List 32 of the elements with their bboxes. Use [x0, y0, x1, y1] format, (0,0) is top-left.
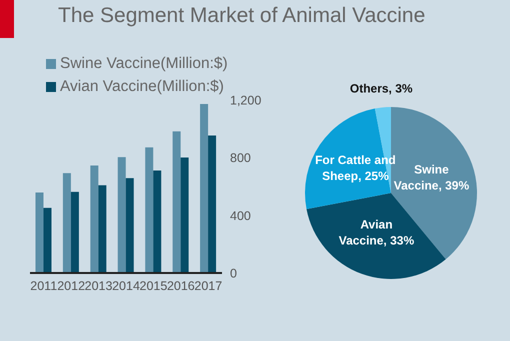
x-tick-label: 2017 — [194, 278, 222, 293]
x-tick-label: 2011 — [30, 278, 58, 293]
bar — [172, 131, 181, 273]
x-tick-label: 2015 — [140, 278, 168, 293]
bar — [43, 208, 52, 273]
y-tick-label: 1,200 — [230, 93, 262, 108]
bar — [62, 173, 71, 273]
pie-slice — [306, 193, 446, 279]
y-tick-label: 0 — [230, 266, 237, 280]
legend-label: Swine Vaccine(Million:$) — [60, 54, 228, 74]
bar — [145, 147, 154, 273]
slice-label: Swine Vaccine, 39% — [394, 162, 470, 193]
legend-label: Avian Vaccine(Million:$) — [60, 77, 224, 97]
bar — [200, 104, 208, 273]
x-tick-label: 2014 — [112, 278, 140, 293]
chart-title: The Segment Market of Animal Vaccine — [58, 4, 426, 28]
bar — [153, 170, 162, 273]
x-tick-label: 2012 — [57, 278, 86, 293]
bar — [90, 165, 98, 273]
bar — [126, 178, 134, 273]
x-tick-label: 2013 — [84, 278, 113, 293]
slice-label: Avian Vaccine, 33% — [338, 218, 414, 248]
bar — [208, 135, 216, 273]
bar — [35, 192, 44, 273]
bar — [98, 185, 106, 273]
y-tick-label: 400 — [230, 208, 251, 223]
x-tick-label: 2016 — [166, 278, 195, 293]
y-tick-label: 800 — [230, 151, 251, 166]
slice-label: Others, 3% — [350, 82, 413, 96]
bar — [118, 157, 126, 273]
bar — [180, 158, 189, 273]
bar — [70, 192, 79, 273]
